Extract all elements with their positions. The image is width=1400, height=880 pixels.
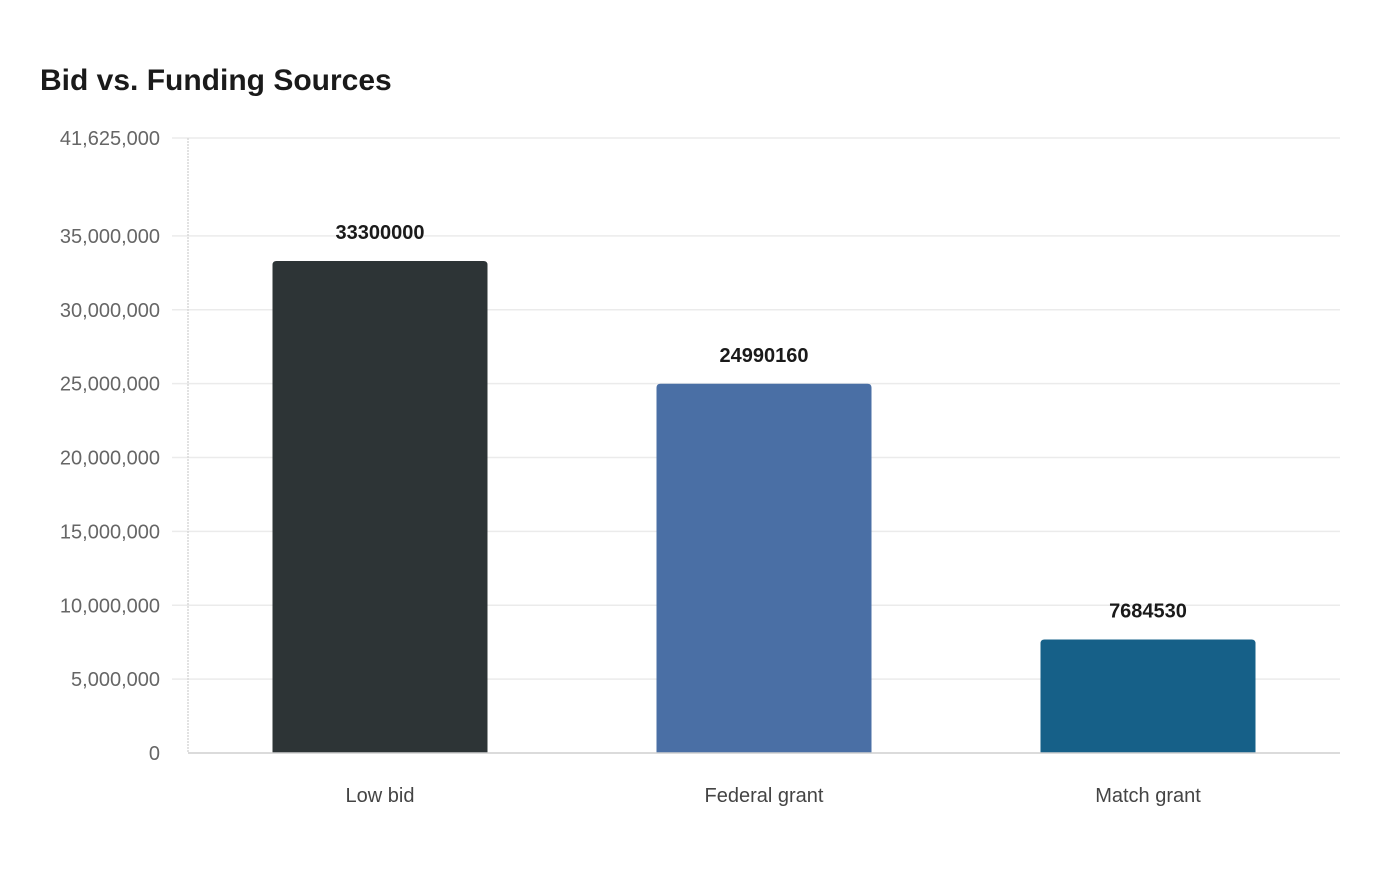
- y-tick-label: 0: [149, 743, 160, 765]
- y-tick-label: 35,000,000: [60, 226, 160, 248]
- y-tick-label: 20,000,000: [60, 448, 160, 470]
- chart-title: Bid vs. Funding Sources: [40, 64, 392, 97]
- y-tick-label: 15,000,000: [60, 521, 160, 543]
- y-tick-label: 30,000,000: [60, 300, 160, 322]
- x-axis: Low bid Federal grant Match grant: [188, 752, 1340, 807]
- bar-federal-grant: [656, 383, 872, 753]
- y-axis: 0 5,000,000 10,000,000 15,000,000 20,000,000…: [60, 128, 189, 765]
- data-label: 24990160: [720, 345, 809, 367]
- y-tick-label: 10,000,000: [60, 595, 160, 617]
- x-tick-label: Match grant: [1095, 785, 1201, 807]
- y-tick-label: 5,000,000: [71, 669, 160, 691]
- data-label: 33300000: [336, 222, 425, 244]
- x-tick-label: Federal grant: [705, 785, 824, 807]
- bar-low-bid: [272, 261, 488, 753]
- y-tick-label: 41,625,000: [60, 128, 160, 150]
- bars: 33300000 24990160 7684530: [272, 222, 1256, 753]
- bar-match-grant: [1040, 639, 1256, 753]
- data-label: 7684530: [1109, 600, 1187, 622]
- x-tick-label: Low bid: [346, 785, 415, 807]
- y-tick-label: 25,000,000: [60, 374, 160, 396]
